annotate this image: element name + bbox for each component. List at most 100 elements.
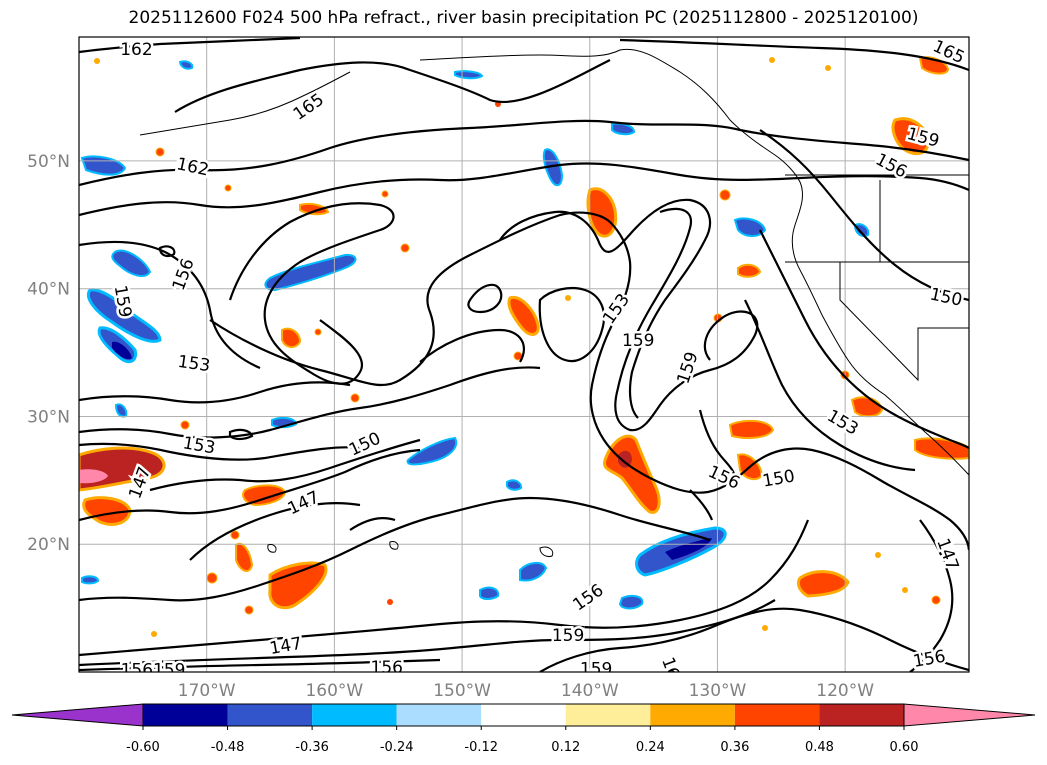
shade-blob	[618, 450, 632, 468]
contour-line	[79, 162, 969, 217]
contour-line	[79, 519, 810, 657]
shade-blob	[542, 148, 564, 187]
latitude-labels: 50°N 40°N 30°N 20°N	[27, 152, 70, 555]
colorbar-bin	[565, 704, 651, 726]
colorbar-bin	[734, 704, 820, 726]
contour-label: 162	[120, 40, 152, 60]
contour-line	[759, 129, 969, 302]
contour-line	[79, 37, 301, 54]
contour-label: 159	[580, 659, 612, 679]
shade-blob	[281, 327, 302, 348]
shade-blob	[853, 223, 870, 237]
contour-label: 156	[371, 658, 403, 678]
colorbar: -0.60 -0.48 -0.36 -0.24 -0.12 0.12 0.24 0.36 0.4…	[11, 703, 1036, 755]
shade-dot	[244, 605, 254, 615]
contour-label: 159	[552, 626, 584, 646]
colorbar-tick-label: -0.12	[464, 740, 498, 755]
contour-line	[539, 607, 969, 672]
shade-dot	[400, 243, 410, 253]
shade-blob	[733, 217, 767, 237]
shade-dot	[387, 599, 393, 605]
colorbar-tick-label: -0.36	[295, 740, 329, 755]
contour-line	[79, 442, 361, 461]
latitude-label: 30°N	[27, 407, 70, 427]
contour-line	[619, 38, 969, 72]
longitude-labels: 170°W 160°W 150°W 140°W 130°W 120°W	[178, 681, 874, 701]
contour-line	[79, 381, 351, 404]
colorbar-tick-label: -0.48	[211, 740, 245, 755]
shade-blob	[665, 538, 712, 560]
shade-dot	[719, 189, 731, 201]
colorbar-tick-label: 0.60	[890, 740, 919, 755]
shade-dot	[206, 572, 218, 584]
colorbar-frame	[142, 703, 905, 727]
graticule	[79, 37, 969, 672]
contour-line	[744, 299, 916, 472]
contour-line	[228, 202, 395, 385]
shade-dot	[151, 631, 157, 637]
longitude-label: 170°W	[178, 681, 236, 701]
shade-blob	[728, 419, 775, 439]
contour-line	[158, 245, 176, 258]
shade-blob	[796, 570, 850, 598]
shade-blob	[406, 436, 458, 466]
contour-line	[909, 519, 954, 672]
shade-dot	[94, 58, 100, 64]
shade-blob	[454, 70, 484, 80]
shade-dot	[825, 65, 831, 71]
shade-dot	[230, 530, 240, 540]
latitude-label: 20°N	[27, 535, 70, 555]
colorbar-tick-label: 0.24	[636, 740, 665, 755]
contour-line	[79, 496, 711, 602]
refractivity-contours	[79, 37, 969, 672]
contour-line	[79, 240, 261, 370]
contour-line	[189, 501, 361, 561]
shade-blob	[82, 496, 132, 526]
contour-line	[349, 516, 396, 531]
contour-line	[79, 366, 541, 439]
colorbar-extend-min	[11, 703, 144, 727]
shade-dot	[769, 57, 775, 63]
colorbar-bin	[396, 704, 482, 726]
contour-line	[174, 59, 611, 113]
shade-dot	[875, 552, 881, 558]
contour-line	[149, 438, 421, 492]
shade-blob	[506, 479, 523, 491]
colorbar-bin	[227, 704, 313, 726]
contour-line	[419, 328, 526, 363]
plot-frame	[78, 36, 970, 673]
shade-dot	[155, 147, 165, 157]
contour-line	[689, 489, 714, 521]
precipitation-shading	[79, 56, 969, 637]
shade-blob	[81, 575, 100, 585]
colorbar-bin	[819, 704, 904, 726]
contour-line	[228, 428, 254, 441]
colorbar-tick-label: 0.36	[720, 740, 749, 755]
contour-line	[698, 409, 737, 481]
shade-blob	[618, 595, 644, 610]
longitude-label: 130°W	[689, 681, 747, 701]
island	[539, 546, 554, 557]
shade-dot	[381, 190, 389, 198]
island	[389, 541, 399, 550]
longitude-label: 160°W	[305, 681, 363, 701]
shade-blob	[299, 202, 330, 216]
colorbar-bin	[143, 704, 228, 726]
contour-line	[79, 448, 421, 522]
shade-blob	[479, 586, 500, 600]
contour-line	[649, 447, 969, 551]
shade-dot	[565, 295, 571, 301]
latitude-label: 50°N	[27, 152, 70, 172]
shade-dot	[314, 328, 322, 336]
contour-label: 159	[622, 331, 654, 351]
longitude-label: 150°W	[433, 681, 491, 701]
contour-line	[79, 119, 969, 187]
shade-dot	[762, 625, 768, 631]
latitude-label: 40°N	[27, 280, 70, 300]
contour-line	[538, 286, 606, 363]
shade-blob	[79, 469, 108, 484]
longitude-label: 120°W	[816, 681, 874, 701]
shade-blob	[242, 484, 287, 507]
shade-dot	[224, 184, 232, 192]
